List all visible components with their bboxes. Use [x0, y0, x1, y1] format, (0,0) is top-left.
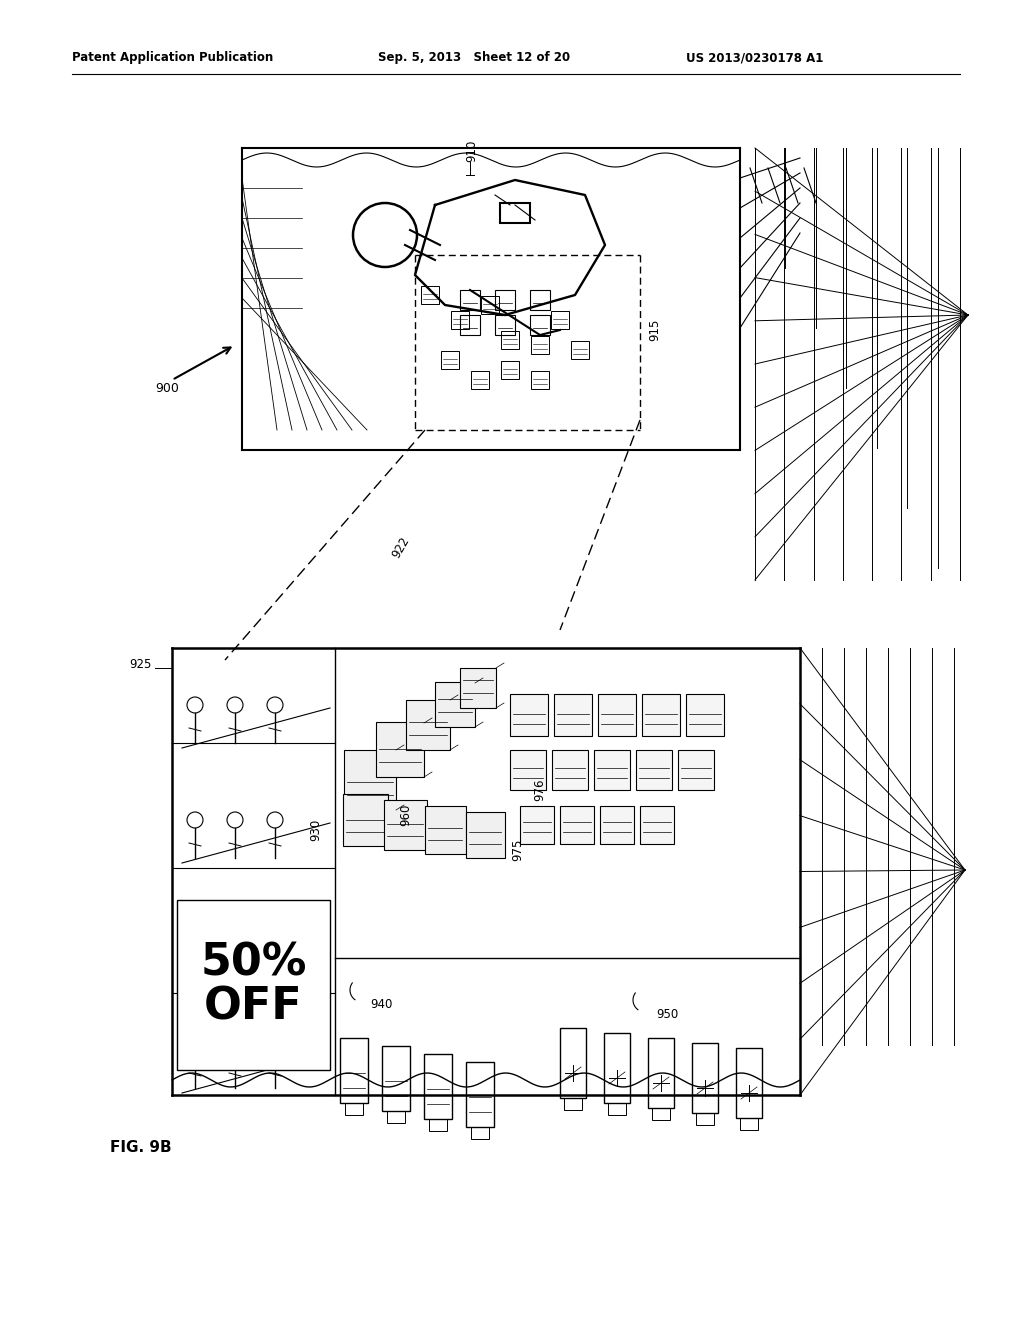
- Bar: [382, 1045, 410, 1111]
- Text: 50%: 50%: [201, 941, 306, 985]
- Bar: [451, 312, 469, 329]
- Text: 900: 900: [155, 381, 179, 395]
- Bar: [495, 315, 515, 335]
- Bar: [435, 682, 475, 727]
- Bar: [510, 694, 548, 737]
- Bar: [376, 722, 424, 777]
- Bar: [648, 1038, 674, 1107]
- Bar: [344, 750, 396, 810]
- Bar: [551, 312, 569, 329]
- Bar: [343, 795, 388, 846]
- Bar: [640, 807, 674, 843]
- Bar: [345, 1104, 362, 1115]
- Bar: [520, 807, 554, 843]
- Bar: [594, 750, 630, 789]
- Text: 976: 976: [534, 779, 547, 801]
- Bar: [500, 203, 530, 223]
- Bar: [481, 296, 499, 314]
- Text: 910: 910: [466, 140, 478, 162]
- Text: 960: 960: [399, 804, 413, 826]
- Bar: [740, 1118, 758, 1130]
- Text: 940: 940: [370, 998, 392, 1011]
- Text: 950: 950: [656, 1008, 678, 1022]
- Bar: [495, 290, 515, 310]
- Bar: [406, 700, 450, 750]
- Bar: [460, 290, 480, 310]
- Bar: [552, 750, 588, 789]
- Bar: [642, 694, 680, 737]
- Bar: [604, 1034, 630, 1104]
- Bar: [501, 360, 519, 379]
- Bar: [177, 900, 330, 1071]
- Bar: [441, 351, 459, 370]
- Bar: [460, 315, 480, 335]
- Bar: [471, 371, 489, 389]
- Bar: [384, 800, 427, 850]
- Bar: [686, 694, 724, 737]
- Bar: [466, 812, 505, 858]
- Text: Patent Application Publication: Patent Application Publication: [72, 51, 273, 65]
- Bar: [652, 1107, 670, 1119]
- Bar: [501, 331, 519, 348]
- Bar: [510, 750, 546, 789]
- Bar: [530, 290, 550, 310]
- Bar: [692, 1043, 718, 1113]
- Bar: [554, 694, 592, 737]
- Bar: [471, 1127, 489, 1139]
- Bar: [421, 286, 439, 304]
- Text: OFF: OFF: [204, 986, 303, 1028]
- Bar: [460, 668, 496, 708]
- Bar: [696, 1113, 714, 1125]
- Bar: [571, 341, 589, 359]
- Bar: [425, 807, 466, 854]
- Bar: [531, 371, 549, 389]
- Bar: [636, 750, 672, 789]
- Text: Sep. 5, 2013   Sheet 12 of 20: Sep. 5, 2013 Sheet 12 of 20: [378, 51, 570, 65]
- Text: 930: 930: [309, 818, 323, 841]
- Bar: [560, 1028, 586, 1098]
- Text: 925: 925: [130, 659, 152, 672]
- Text: 975: 975: [512, 838, 524, 861]
- Bar: [560, 807, 594, 843]
- Bar: [429, 1119, 447, 1131]
- Text: US 2013/0230178 A1: US 2013/0230178 A1: [686, 51, 823, 65]
- Bar: [466, 1063, 494, 1127]
- Bar: [678, 750, 714, 789]
- Bar: [736, 1048, 762, 1118]
- Bar: [564, 1098, 582, 1110]
- Bar: [387, 1111, 406, 1123]
- Bar: [340, 1038, 368, 1104]
- Bar: [531, 337, 549, 354]
- Text: 915: 915: [648, 319, 662, 341]
- Bar: [530, 315, 550, 335]
- Text: 922: 922: [390, 535, 413, 561]
- Bar: [598, 694, 636, 737]
- Bar: [600, 807, 634, 843]
- Bar: [424, 1053, 452, 1119]
- Text: FIG. 9B: FIG. 9B: [110, 1140, 172, 1155]
- Bar: [608, 1104, 626, 1115]
